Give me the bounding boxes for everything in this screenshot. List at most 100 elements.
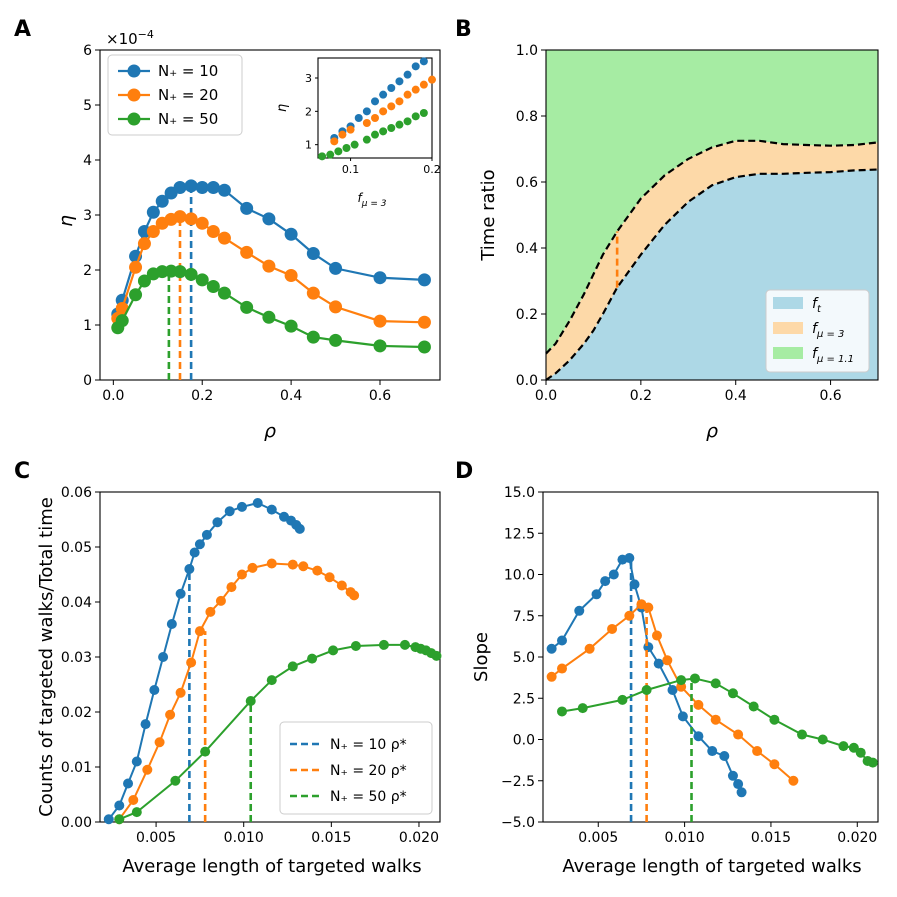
data-point <box>114 800 125 811</box>
panel-c-plot: 0.005 0.010 0.015 0.020 0.00 0.01 0.02 0.03 0.04… <box>36 485 442 877</box>
data-point <box>252 498 263 508</box>
data-point <box>326 150 335 159</box>
data-point <box>848 742 859 753</box>
data-point <box>173 265 187 279</box>
legend-marker <box>127 64 141 78</box>
y-tick-label: 1 <box>83 318 92 334</box>
y-tick-label: 0.6 <box>516 175 538 191</box>
data-point <box>838 741 849 752</box>
x-tick-label: 0.005 <box>136 830 176 846</box>
data-point <box>617 694 628 705</box>
data-point <box>330 137 339 146</box>
y-tick-label: 0.05 <box>61 540 92 556</box>
data-point <box>371 130 379 139</box>
data-point <box>298 561 309 572</box>
y-tick-label: 0.03 <box>61 650 92 666</box>
data-point <box>175 687 186 698</box>
data-point <box>329 261 343 275</box>
data-point <box>371 97 379 106</box>
x-axis-label-subscript: μ = 3 <box>361 199 387 209</box>
data-point <box>266 675 277 686</box>
y-tick-label: 6 <box>83 43 92 59</box>
data-point <box>419 57 428 66</box>
data-point <box>677 711 688 722</box>
data-point <box>184 267 198 281</box>
data-point <box>262 310 276 324</box>
data-point <box>577 703 588 714</box>
panel-d-plot: 0.005 0.010 0.015 0.020 −5.0 −2.5 0.0 2.5 5.0 7.5… <box>471 485 879 877</box>
data-point <box>417 340 431 354</box>
data-point <box>379 90 388 99</box>
data-point <box>165 709 176 720</box>
data-point <box>329 333 343 347</box>
legend-label-subscript: t <box>817 304 822 315</box>
data-point <box>306 330 320 344</box>
data-point <box>194 626 205 637</box>
data-point <box>226 582 237 593</box>
data-point <box>727 688 738 699</box>
data-point <box>131 807 142 818</box>
data-point <box>115 302 129 315</box>
data-point <box>600 576 611 587</box>
y-tick-label: 0.06 <box>61 485 92 501</box>
x-tick-label: 0.020 <box>399 830 439 846</box>
data-point <box>194 539 205 550</box>
data-point <box>395 97 404 106</box>
data-point <box>212 517 223 528</box>
data-point <box>362 135 371 144</box>
data-point <box>266 558 277 569</box>
y-tick-label: 0.0 <box>516 373 538 389</box>
x-axis-label: ρ <box>264 420 276 442</box>
data-point <box>350 140 359 149</box>
data-point <box>769 759 780 770</box>
x-tick-label: 0.015 <box>311 830 351 846</box>
x-tick-label: 0.6 <box>369 388 391 404</box>
legend-swatch <box>773 347 803 359</box>
data-point <box>266 504 277 515</box>
data-point <box>373 314 387 328</box>
data-point <box>262 212 276 226</box>
y-tick-label: 5.0 <box>513 650 535 666</box>
data-point <box>324 572 335 583</box>
data-point <box>707 746 718 757</box>
legend-label: ft <box>812 296 822 315</box>
data-point <box>641 685 652 695</box>
x-tick-label: 0.1 <box>342 163 360 176</box>
panel-a-plot: 0.0 0.2 0.4 0.6 0 1 2 3 4 5 6 ρ η ×10−4N₊ = 10 N₊ = 20… <box>55 28 441 442</box>
data-point <box>431 650 442 661</box>
data-point <box>137 225 151 238</box>
y-tick-label: −2.5 <box>501 774 535 790</box>
data-point <box>166 619 177 629</box>
data-point <box>128 795 139 805</box>
y-tick-label: 2.5 <box>513 691 535 707</box>
data-point <box>129 260 143 274</box>
x-axis-label: ρ <box>706 420 718 442</box>
data-point <box>173 181 187 194</box>
data-point <box>137 237 151 251</box>
data-point <box>245 696 256 706</box>
data-point <box>184 212 198 226</box>
y-tick-label: 0.8 <box>516 109 538 125</box>
data-point <box>195 216 209 230</box>
data-point <box>195 273 209 287</box>
data-point <box>556 663 567 674</box>
data-point <box>379 127 388 136</box>
legend-marker <box>127 88 141 102</box>
data-point <box>306 286 320 300</box>
y-tick-label: 15.0 <box>504 485 535 501</box>
data-point <box>653 658 664 669</box>
panel-d-axes-frame <box>542 491 879 823</box>
data-point <box>200 746 211 757</box>
data-point <box>624 553 635 563</box>
x-tick-label: 0.0 <box>102 388 124 404</box>
x-tick-label: 0.4 <box>725 388 747 404</box>
data-point <box>262 259 276 273</box>
data-point <box>556 706 567 717</box>
axis-scale-exponent: −4 <box>138 28 154 41</box>
data-point <box>346 125 355 134</box>
panel-label-d: D <box>455 459 473 484</box>
data-point <box>217 231 231 245</box>
y-tick-label: 0.02 <box>61 705 92 721</box>
y-axis-label: η <box>55 215 77 227</box>
